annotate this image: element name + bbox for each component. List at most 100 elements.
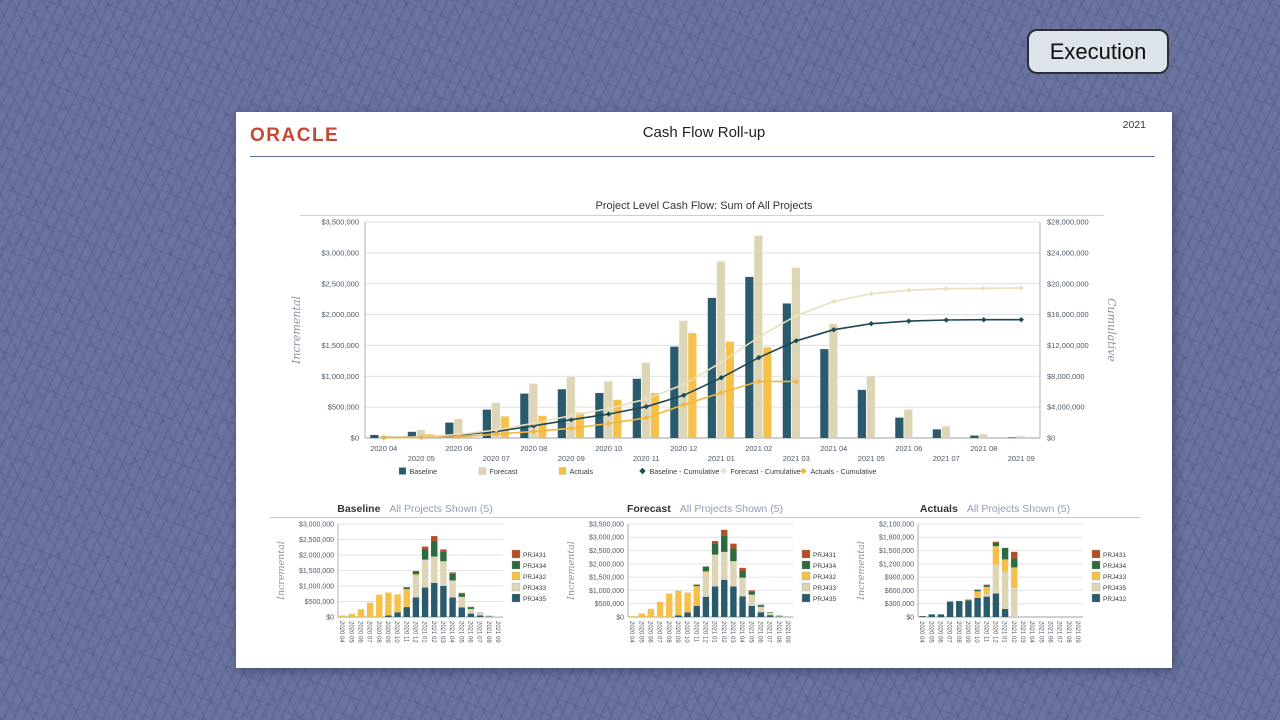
svg-text:$20,000,000: $20,000,000 bbox=[1047, 279, 1089, 288]
svg-text:2020 07: 2020 07 bbox=[483, 454, 510, 463]
svg-text:$3,000,000: $3,000,000 bbox=[321, 248, 359, 257]
svg-text:2020 12: 2020 12 bbox=[991, 621, 997, 643]
svg-text:$600,000: $600,000 bbox=[885, 588, 914, 595]
svg-text:$2,500,000: $2,500,000 bbox=[589, 548, 624, 555]
report-panel: ORACLE Cash Flow Roll-up 2021 Project Le… bbox=[236, 112, 1172, 668]
svg-text:PRJ433: PRJ433 bbox=[813, 585, 837, 592]
svg-text:$2,500,000: $2,500,000 bbox=[299, 537, 334, 544]
svg-text:$12,000,000: $12,000,000 bbox=[1047, 341, 1089, 350]
svg-text:$2,000,000: $2,000,000 bbox=[589, 561, 624, 568]
svg-text:$3,500,000: $3,500,000 bbox=[321, 218, 359, 227]
main-cash-flow-chart: $0 $500,000 $1,000,000 $1,500,000 $2,000,000… bbox=[290, 218, 1118, 476]
svg-text:2021 08: 2021 08 bbox=[775, 621, 781, 643]
actuals-stacked-chart: $0 $300,000 $600,000 $900,000 $1,200,000 $1,5… bbox=[856, 521, 1127, 643]
svg-text:2021 03: 2021 03 bbox=[729, 621, 735, 643]
svg-text:2021 04: 2021 04 bbox=[820, 444, 847, 453]
svg-text:2021 07: 2021 07 bbox=[1056, 621, 1062, 643]
svg-text:2021 01: 2021 01 bbox=[708, 454, 735, 463]
svg-text:PRJ433: PRJ433 bbox=[523, 585, 547, 592]
svg-text:2020 10: 2020 10 bbox=[973, 621, 979, 643]
main-chart-divider bbox=[300, 215, 1104, 216]
svg-text:Cumulative: Cumulative bbox=[1105, 298, 1118, 362]
svg-text:$24,000,000: $24,000,000 bbox=[1047, 248, 1089, 257]
forecast-stacked-chart: $0 $500,000 $1,000,000 $1,500,000 $2,000,000… bbox=[566, 521, 837, 643]
svg-text:2021 02: 2021 02 bbox=[745, 444, 772, 453]
svg-text:2020 04: 2020 04 bbox=[338, 621, 344, 643]
svg-text:2020 08: 2020 08 bbox=[520, 444, 547, 453]
svg-text:PRJ431: PRJ431 bbox=[813, 552, 837, 559]
svg-text:2020 05: 2020 05 bbox=[927, 621, 933, 643]
svg-text:2020 06: 2020 06 bbox=[445, 444, 472, 453]
svg-text:Incremental: Incremental bbox=[290, 296, 303, 365]
svg-text:$1,000,000: $1,000,000 bbox=[299, 583, 334, 590]
page-title: Cash Flow Roll-up bbox=[642, 124, 766, 141]
svg-text:$500,000: $500,000 bbox=[328, 403, 359, 412]
svg-text:$3,000,000: $3,000,000 bbox=[299, 521, 334, 528]
main-chart-title: Project Level Cash Flow: Sum of All Proj… bbox=[595, 200, 813, 212]
svg-text:2020 08: 2020 08 bbox=[665, 621, 671, 643]
svg-text:$16,000,000: $16,000,000 bbox=[1047, 310, 1089, 319]
svg-text:2021 07: 2021 07 bbox=[933, 454, 960, 463]
svg-text:PRJ433: PRJ433 bbox=[1103, 574, 1127, 581]
svg-text:$500,000: $500,000 bbox=[305, 599, 334, 606]
svg-text:2021 07: 2021 07 bbox=[476, 621, 482, 643]
svg-text:2021 06: 2021 06 bbox=[1046, 621, 1052, 643]
svg-text:2020 10: 2020 10 bbox=[393, 621, 399, 643]
svg-text:$500,000: $500,000 bbox=[595, 601, 624, 608]
svg-text:$0: $0 bbox=[616, 614, 624, 621]
svg-text:2020 05: 2020 05 bbox=[637, 621, 643, 643]
svg-text:$1,200,000: $1,200,000 bbox=[879, 561, 914, 568]
svg-text:2020 06: 2020 06 bbox=[936, 621, 942, 643]
svg-text:2020 08: 2020 08 bbox=[955, 621, 961, 643]
header-divider bbox=[250, 156, 1155, 157]
svg-text:2021 03: 2021 03 bbox=[439, 621, 445, 643]
svg-text:PRJ434: PRJ434 bbox=[523, 563, 547, 570]
svg-text:$4,000,000: $4,000,000 bbox=[1047, 403, 1085, 412]
svg-text:2021 09: 2021 09 bbox=[784, 621, 790, 643]
svg-text:2020 09: 2020 09 bbox=[964, 621, 970, 643]
svg-text:PRJ431: PRJ431 bbox=[1103, 552, 1127, 559]
svg-text:PRJ432: PRJ432 bbox=[1103, 596, 1127, 603]
svg-text:2021 01: 2021 01 bbox=[711, 621, 717, 643]
svg-text:2021 04: 2021 04 bbox=[448, 621, 454, 643]
svg-text:2020 12: 2020 12 bbox=[411, 621, 417, 643]
svg-text:Baseline: Baseline bbox=[410, 467, 438, 476]
svg-text:$0: $0 bbox=[1047, 434, 1055, 443]
svg-text:2020 05: 2020 05 bbox=[408, 454, 435, 463]
svg-text:$0: $0 bbox=[906, 614, 914, 621]
svg-text:2021 06: 2021 06 bbox=[895, 444, 922, 453]
svg-text:2021 01: 2021 01 bbox=[1001, 621, 1007, 643]
svg-text:$1,800,000: $1,800,000 bbox=[879, 535, 914, 542]
svg-text:2020 10: 2020 10 bbox=[595, 444, 622, 453]
svg-text:$3,000,000: $3,000,000 bbox=[589, 535, 624, 542]
baseline-chart-header: Baseline All Projects Shown (5) bbox=[270, 502, 560, 518]
svg-text:$300,000: $300,000 bbox=[885, 601, 914, 608]
report-year: 2021 bbox=[1122, 119, 1146, 131]
svg-text:2020 09: 2020 09 bbox=[558, 454, 585, 463]
execution-badge-label: Execution bbox=[1049, 38, 1147, 64]
baseline-chart-title: Baseline bbox=[337, 503, 381, 515]
svg-text:2020 12: 2020 12 bbox=[670, 444, 697, 453]
svg-text:2021 02: 2021 02 bbox=[720, 621, 726, 643]
svg-text:2021 02: 2021 02 bbox=[430, 621, 436, 643]
svg-text:$2,100,000: $2,100,000 bbox=[879, 521, 914, 528]
svg-text:2020 09: 2020 09 bbox=[674, 621, 680, 643]
svg-text:2020 04: 2020 04 bbox=[628, 621, 634, 643]
svg-text:$2,000,000: $2,000,000 bbox=[321, 310, 359, 319]
svg-text:2020 04: 2020 04 bbox=[918, 621, 924, 643]
svg-text:$1,000,000: $1,000,000 bbox=[321, 372, 359, 381]
svg-text:2021 06: 2021 06 bbox=[466, 621, 472, 643]
svg-text:PRJ435: PRJ435 bbox=[523, 596, 547, 603]
svg-text:PRJ432: PRJ432 bbox=[523, 574, 547, 581]
svg-text:PRJ432: PRJ432 bbox=[813, 574, 837, 581]
svg-text:2020 07: 2020 07 bbox=[946, 621, 952, 643]
baseline-stacked-chart: $0 $500,000 $1,000,000 $1,500,000 $2,000,000… bbox=[276, 521, 547, 643]
svg-text:Forecast - Cumulative: Forecast - Cumulative bbox=[731, 467, 801, 476]
svg-text:PRJ431: PRJ431 bbox=[523, 552, 547, 559]
svg-text:2021 04: 2021 04 bbox=[738, 621, 744, 643]
svg-text:$0: $0 bbox=[351, 434, 359, 443]
svg-text:2021 05: 2021 05 bbox=[457, 621, 463, 643]
svg-text:2020 07: 2020 07 bbox=[366, 621, 372, 643]
svg-text:Actuals - Cumulative: Actuals - Cumulative bbox=[811, 467, 877, 476]
